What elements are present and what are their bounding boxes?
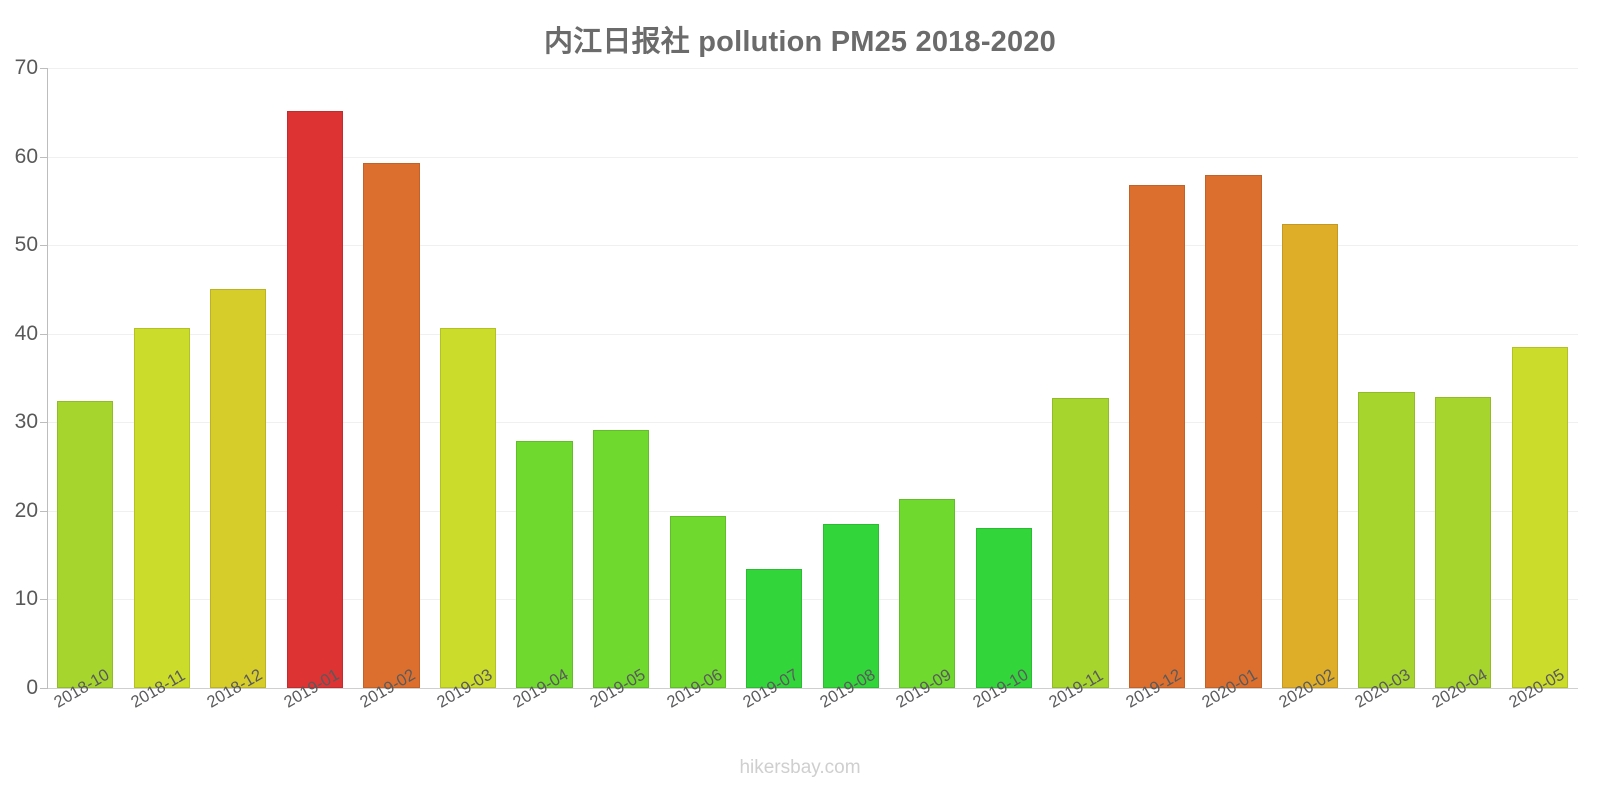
bar-2020-04[interactable] bbox=[1435, 396, 1492, 688]
y-axis-tick-mark bbox=[40, 599, 48, 601]
y-axis-line bbox=[47, 68, 48, 688]
bar-2018-11[interactable] bbox=[133, 328, 190, 688]
bar-2020-03[interactable] bbox=[1358, 392, 1415, 688]
y-axis-tick-mark bbox=[40, 156, 48, 158]
bar-2019-12[interactable] bbox=[1128, 184, 1186, 688]
y-axis-tick-mark bbox=[40, 68, 48, 69]
bar-2019-10[interactable] bbox=[975, 527, 1032, 688]
bar-2020-01[interactable] bbox=[1205, 175, 1262, 688]
gridline bbox=[47, 68, 1578, 69]
plot-area bbox=[47, 68, 1578, 689]
y-axis-tick-mark bbox=[40, 422, 48, 424]
bar-2018-10[interactable] bbox=[57, 401, 114, 688]
gridline bbox=[47, 333, 1578, 335]
y-axis-tick-mark bbox=[40, 510, 48, 512]
y-axis-tick-label: 0 bbox=[26, 676, 38, 699]
gridline bbox=[47, 688, 1578, 689]
y-axis-tick-label: 20 bbox=[14, 498, 38, 522]
gridline bbox=[47, 599, 1578, 601]
bar-2019-08[interactable] bbox=[822, 524, 879, 688]
bar-2019-01[interactable] bbox=[286, 110, 344, 688]
y-axis-tick-mark bbox=[40, 688, 48, 689]
y-axis-tick-label: 40 bbox=[14, 321, 38, 345]
bar-2019-04[interactable] bbox=[516, 440, 573, 688]
bar-2020-05[interactable] bbox=[1511, 347, 1568, 688]
footer-credit: hikersbay.com bbox=[739, 757, 861, 778]
bar-2019-06[interactable] bbox=[669, 516, 726, 688]
gridline bbox=[47, 156, 1578, 158]
y-axis-tick-label: 60 bbox=[14, 144, 38, 168]
y-axis-tick-mark bbox=[40, 333, 48, 335]
bar-2019-09[interactable] bbox=[899, 499, 956, 688]
bar-2020-02[interactable] bbox=[1281, 223, 1339, 688]
bar-2019-02[interactable] bbox=[363, 162, 420, 688]
bar-2018-12[interactable] bbox=[210, 289, 267, 688]
y-axis-tick-label: 70 bbox=[14, 56, 38, 79]
chart-title: 内江日报社 pollution PM25 2018-2020 bbox=[543, 26, 1056, 58]
gridline bbox=[47, 510, 1578, 512]
gridline bbox=[47, 245, 1578, 247]
bar-2019-03[interactable] bbox=[439, 327, 497, 688]
y-axis-tick-label: 10 bbox=[14, 587, 38, 611]
gridline bbox=[47, 422, 1578, 424]
bar-2019-07[interactable] bbox=[746, 569, 803, 688]
y-axis-tick-label: 30 bbox=[14, 410, 38, 434]
bar-2019-11[interactable] bbox=[1052, 398, 1109, 688]
y-axis-tick-label: 50 bbox=[14, 233, 38, 257]
bar-2019-05[interactable] bbox=[592, 430, 650, 688]
y-axis-tick-mark bbox=[40, 245, 48, 247]
